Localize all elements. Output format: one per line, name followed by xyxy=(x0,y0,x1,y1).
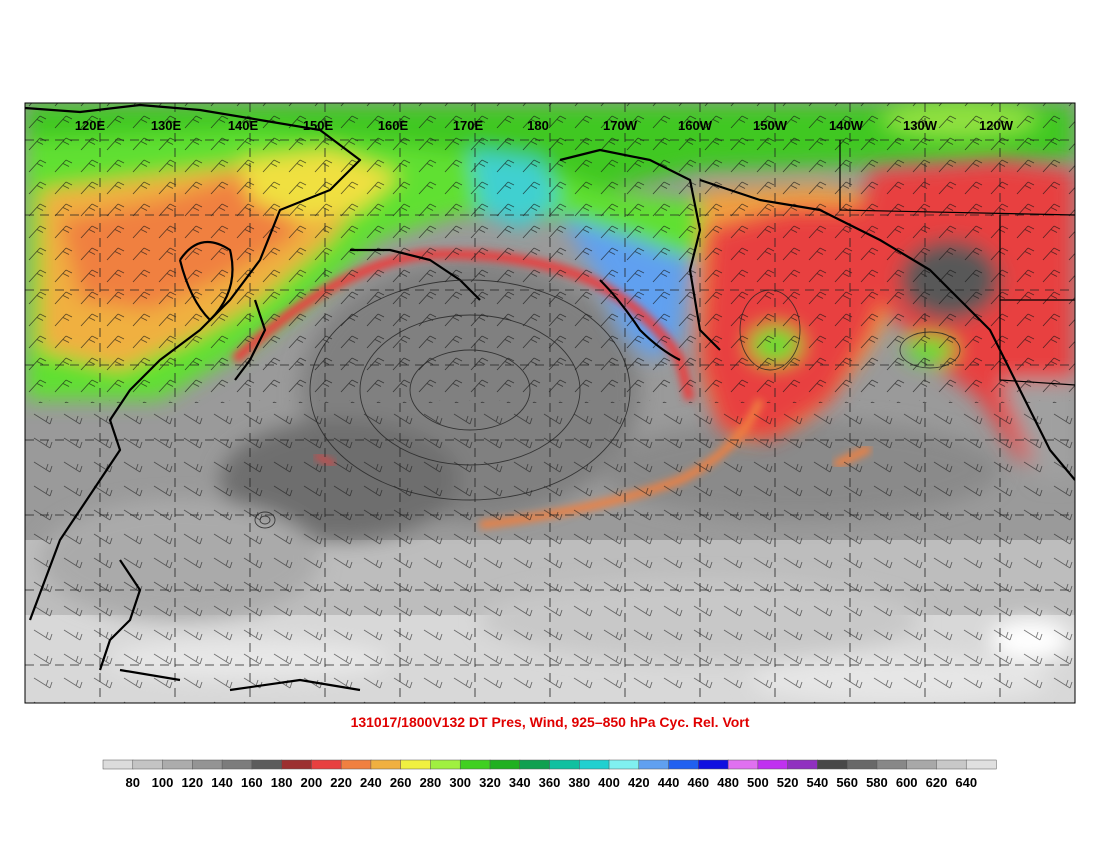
colorbar-swatch xyxy=(162,759,193,770)
coastlines xyxy=(25,103,1075,692)
colorbar-label: 620 xyxy=(926,775,948,790)
lon-label-170w: 170W xyxy=(603,118,638,133)
lon-label-180: 180 xyxy=(527,118,549,133)
colorbar-swatch xyxy=(340,759,372,770)
colorbar-label: 220 xyxy=(330,775,352,790)
colorbar-label: 580 xyxy=(866,775,888,790)
lon-label-160w: 160W xyxy=(678,118,713,133)
colorbar-swatch xyxy=(846,759,878,770)
colorbar-label: 380 xyxy=(568,775,590,790)
map-field xyxy=(25,103,1075,703)
colorbar-swatch xyxy=(519,759,551,770)
colorbar-swatch xyxy=(698,759,729,770)
colorbar-label: 240 xyxy=(360,775,382,790)
colorbar-swatch xyxy=(906,759,938,770)
lon-label-160e: 160E xyxy=(378,118,409,133)
colorbar-label: 280 xyxy=(420,775,442,790)
lon-label-170e: 170E xyxy=(453,118,484,133)
colorbar-swatch xyxy=(757,759,789,770)
colorbar-swatch xyxy=(965,759,997,770)
lon-label-150w: 150W xyxy=(753,118,788,133)
map-title: 131017/1800V132 DT Pres, Wind, 925–850 h… xyxy=(350,714,750,730)
colorbar-label: 400 xyxy=(598,775,620,790)
colorbar-label: 260 xyxy=(390,775,412,790)
colorbar: 80 100 120 140 160 180 200 220 240 260 280 300 320 34… xyxy=(102,759,997,790)
colorbar-swatch xyxy=(192,759,223,770)
colorbar-label: 80 xyxy=(126,775,140,790)
colorbar-swatch xyxy=(400,759,431,770)
lon-label-140w: 140W xyxy=(829,118,864,133)
colorbar-swatch xyxy=(221,759,253,770)
colorbar-label: 420 xyxy=(628,775,650,790)
colorbar-swatch xyxy=(281,759,312,770)
colorbar-label: 140 xyxy=(211,775,233,790)
colorbar-label: 480 xyxy=(717,775,739,790)
colorbar-label: 100 xyxy=(152,775,174,790)
colorbar-swatch xyxy=(370,759,402,770)
colorbar-label: 300 xyxy=(449,775,471,790)
colorbar-label: 440 xyxy=(658,775,680,790)
colorbar-swatch xyxy=(549,759,580,770)
colorbar-label: 200 xyxy=(301,775,323,790)
lon-label-120w: 120W xyxy=(979,118,1014,133)
colorbar-swatch xyxy=(132,759,164,770)
colorbar-label: 540 xyxy=(807,775,829,790)
colorbar-label: 160 xyxy=(241,775,263,790)
colorbar-label: 520 xyxy=(777,775,799,790)
colorbar-label: 560 xyxy=(836,775,858,790)
colorbar-swatch xyxy=(579,759,610,770)
map-frame xyxy=(24,102,1076,704)
longitude-labels: 120E 130E 140E 150E 160E 170E 180 170W 1… xyxy=(75,118,1014,133)
lon-label-130e: 130E xyxy=(151,118,182,133)
colorbar-label: 600 xyxy=(896,775,918,790)
colorbar-swatch xyxy=(489,759,521,770)
colorbar-swatch xyxy=(876,759,908,770)
colorbar-swatch xyxy=(608,759,640,770)
lon-label-130w: 130W xyxy=(903,118,938,133)
lon-label-140e: 140E xyxy=(228,118,259,133)
colorbar-swatch xyxy=(311,759,342,770)
colorbar-swatch xyxy=(936,759,967,770)
colorbar-label: 320 xyxy=(479,775,501,790)
colorbar-label: 460 xyxy=(687,775,709,790)
colorbar-swatch xyxy=(668,759,699,770)
colorbar-swatch xyxy=(102,759,134,770)
colorbar-swatch xyxy=(251,759,283,770)
colorbar-label: 340 xyxy=(509,775,531,790)
colorbar-label: 640 xyxy=(955,775,977,790)
colorbar-swatch xyxy=(817,759,848,770)
colorbar-swatch xyxy=(430,759,461,770)
colorbar-label: 500 xyxy=(747,775,769,790)
colorbar-swatch xyxy=(638,759,670,770)
lon-label-150e: 150E xyxy=(303,118,334,133)
colorbar-swatch xyxy=(459,759,491,770)
colorbar-swatch xyxy=(787,759,818,770)
lon-label-120e: 120E xyxy=(75,118,106,133)
colorbar-swatch xyxy=(727,759,759,770)
colorbar-label: 360 xyxy=(539,775,561,790)
colorbar-label: 180 xyxy=(271,775,293,790)
colorbar-label: 120 xyxy=(181,775,203,790)
